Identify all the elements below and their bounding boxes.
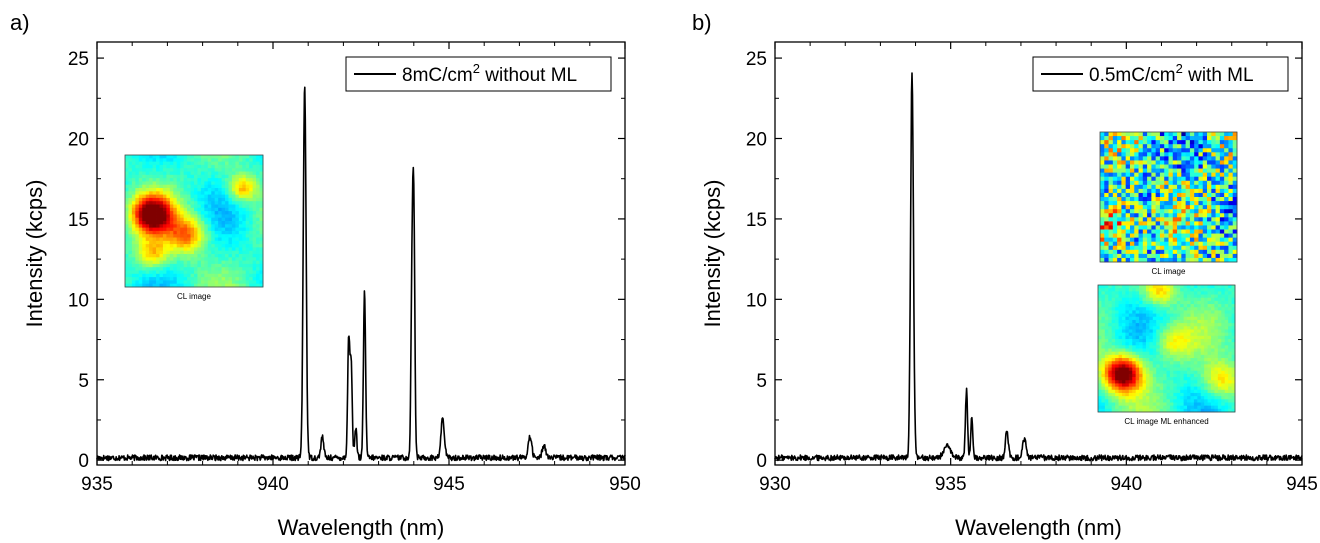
x-axis-label: Wavelength (nm) — [278, 515, 445, 540]
inset-caption: CL image — [1152, 267, 1186, 276]
inset-border — [1097, 284, 1236, 413]
y-tick-label: 20 — [68, 130, 89, 151]
inset-caption: CL image ML enhanced — [1124, 417, 1208, 426]
legend-label: 8mC/cm2 without ML — [402, 61, 577, 86]
cl-image-inset: CL image — [124, 154, 264, 301]
cl-image-inset: CL image — [1099, 131, 1238, 276]
cl-image-inset: CL image ML enhanced — [1097, 284, 1236, 426]
panel-label: b) — [692, 10, 712, 35]
spectrum-line — [774, 72, 1303, 462]
x-tick-label: 940 — [1110, 474, 1142, 495]
inset-border — [124, 154, 264, 288]
y-tick-label: 0 — [78, 451, 89, 472]
inset-border — [1099, 131, 1238, 263]
legend-superscript: 2 — [473, 61, 480, 76]
legend-superscript: 2 — [1176, 61, 1183, 76]
y-tick-label: 0 — [756, 451, 767, 472]
y-tick-label: 10 — [68, 290, 89, 311]
y-axis-label: Intensity (kcps) — [22, 180, 47, 328]
spectrum-line — [96, 86, 626, 462]
y-tick-label: 25 — [68, 49, 89, 70]
legend-text: 8mC/cm — [402, 65, 473, 86]
x-axis-label: Wavelength (nm) — [955, 515, 1122, 540]
inset-caption: CL image — [177, 292, 211, 301]
legend-label: 0.5mC/cm2 with ML — [1089, 61, 1254, 86]
plot-frame — [774, 41, 1303, 466]
x-tick-label: 940 — [257, 474, 289, 495]
x-tick-label: 930 — [759, 474, 791, 495]
y-tick-label: 10 — [746, 290, 767, 311]
legend: 8mC/cm2 without ML — [345, 56, 612, 92]
plot-frame — [96, 41, 626, 466]
legend: 0.5mC/cm2 with ML — [1032, 56, 1289, 92]
y-tick-label: 25 — [746, 49, 767, 70]
legend-suffix: with ML — [1183, 65, 1254, 86]
x-tick-label: 935 — [81, 474, 113, 495]
y-tick-label: 15 — [746, 210, 767, 231]
y-axis-label: Intensity (kcps) — [700, 180, 725, 328]
y-tick-label: 5 — [78, 371, 89, 392]
panel-label: a) — [10, 10, 30, 35]
legend-suffix: without ML — [480, 65, 577, 86]
y-tick-label: 15 — [68, 210, 89, 231]
x-tick-label: 935 — [935, 474, 967, 495]
y-tick-label: 5 — [756, 371, 767, 392]
y-tick-label: 20 — [746, 130, 767, 151]
x-tick-label: 945 — [1286, 474, 1318, 495]
x-tick-label: 950 — [609, 474, 641, 495]
legend-text: 0.5mC/cm — [1089, 65, 1176, 86]
x-tick-label: 945 — [433, 474, 465, 495]
